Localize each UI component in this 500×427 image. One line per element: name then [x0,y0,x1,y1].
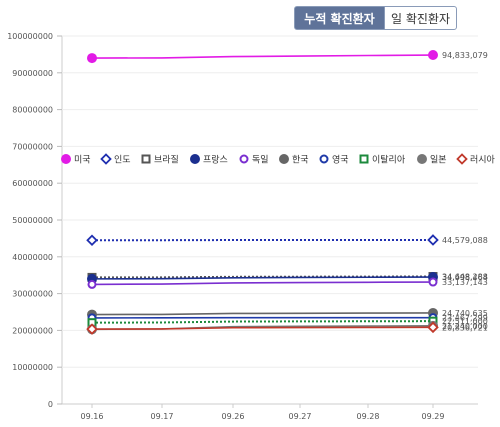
y-tick-label: 20000000 [12,326,53,335]
y-tick-label: 50000000 [12,216,53,225]
legend-marker [100,153,112,165]
y-tick-label: 60000000 [12,179,53,188]
y-tick-label: 40000000 [12,253,53,262]
legend-label: 일본 [430,155,447,166]
data-point [428,277,438,287]
data-point [428,50,438,61]
y-tick-label: 0 [48,400,53,409]
legend-marker [319,154,329,164]
x-tick-label: 09.28 [357,412,380,421]
y-tick-label: 70000000 [12,142,53,151]
legend-marker [239,154,249,164]
series-1: 44,579,088 [86,234,488,247]
series-line [91,281,434,286]
series-line [91,276,434,280]
legend-label: 독일 [252,155,269,166]
legend-marker [190,154,200,164]
data-label: 21,240,000 [442,322,488,331]
legend-label: 이탈리아 [372,155,406,166]
series-line [91,312,434,316]
series-line [91,320,434,324]
y-tick-label: 100000000 [7,32,53,41]
x-tick-label: 09.27 [289,412,312,421]
legend: 미국 인도 브라질 프랑스 독일 한국 영국 이탈리아 일본 러시아 [61,153,496,166]
data-label: 44,579,088 [442,236,488,245]
y-tick-label: 80000000 [12,106,53,115]
data-label: 34,498,464 [442,273,488,282]
legend-marker [141,154,151,164]
data-point [87,279,97,289]
legend-label: 한국 [292,155,309,166]
y-tick-label: 90000000 [12,69,53,78]
legend-label: 프랑스 [203,154,228,166]
legend-marker [359,154,369,164]
x-tick-label: 09.26 [222,412,245,421]
data-label: 34,648,288 [442,272,488,281]
y-tick-label: 10000000 [12,363,53,372]
legend-label: 러시아 [470,155,496,166]
data-label: 24,740,635 [442,309,488,318]
legend-marker [61,154,71,164]
tab-group: 누적 확진환자 일 확진환자 [294,6,457,30]
data-point [86,323,98,335]
x-tick-label: 09.29 [422,412,445,421]
data-point [427,234,439,246]
legend-label: 인도 [114,155,131,166]
series-line [91,54,434,59]
legend-marker [417,154,427,164]
data-label: 23,467,299 [442,314,488,323]
data-label: 20,836,721 [442,323,488,332]
data-point [87,53,97,64]
y-tick-label: 30000000 [12,290,53,299]
legend-marker [456,153,468,165]
tab-daily-cases[interactable]: 일 확진환자 [384,6,457,30]
data-label: 22,511,000 [442,317,488,326]
data-point [86,234,98,247]
data-point [427,321,439,334]
series-line [91,326,434,330]
legend-label: 미국 [74,155,91,166]
series-4: 33,137,143 [87,277,488,289]
series-9: 20,836,721 [86,321,488,335]
x-tick-label: 09.16 [81,412,104,421]
x-tick-label: 09.17 [151,412,174,421]
legend-label: 영국 [332,155,349,166]
data-label: 33,137,143 [442,278,488,287]
series-0: 94,833,079 [87,50,488,64]
legend-label: 브라질 [154,154,179,166]
data-label: 94,833,079 [442,51,488,60]
legend-marker [279,154,289,164]
tab-cumulative-cases[interactable]: 누적 확진환자 [294,6,385,30]
